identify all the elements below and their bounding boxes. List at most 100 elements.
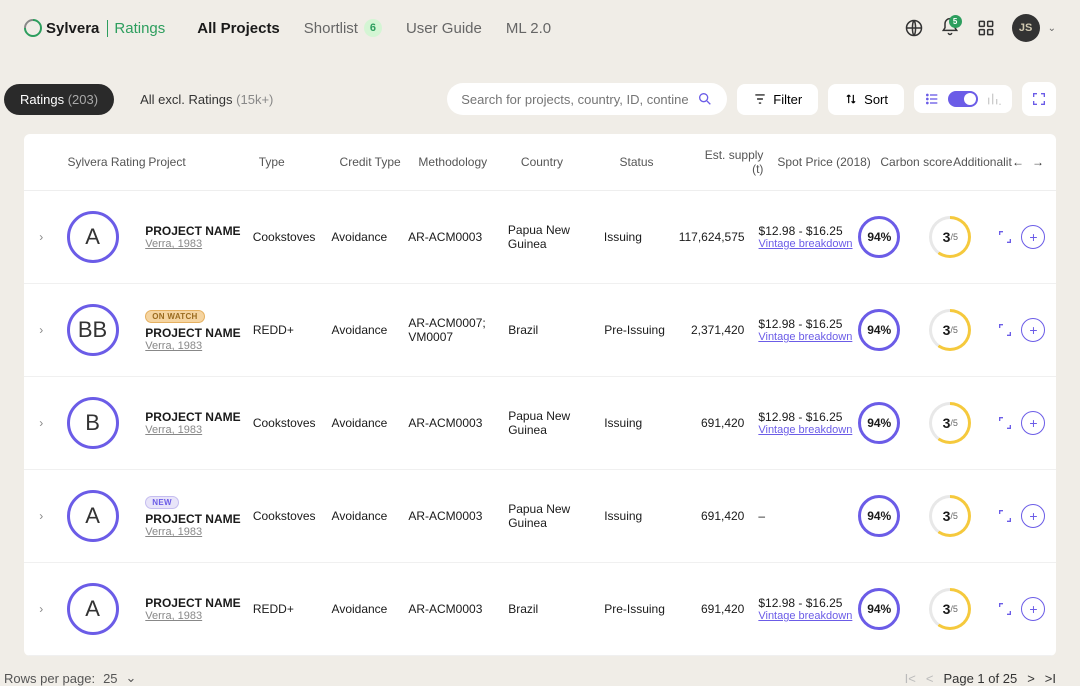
vintage-link[interactable]: Vintage breakdown bbox=[758, 331, 858, 343]
rating-badge: BB bbox=[67, 304, 119, 356]
cell-method: AR-ACM0007; VM0007 bbox=[408, 316, 508, 344]
add-button[interactable]: + bbox=[1021, 225, 1045, 249]
project-name[interactable]: PROJECT NAME bbox=[145, 410, 253, 424]
project-name[interactable]: PROJECT NAME bbox=[145, 512, 253, 526]
vintage-link[interactable]: Vintage breakdown bbox=[759, 238, 859, 250]
list-icon[interactable] bbox=[924, 91, 940, 107]
add-button[interactable]: + bbox=[1021, 597, 1045, 621]
add-button[interactable]: + bbox=[1021, 411, 1045, 435]
expand-icon bbox=[1031, 91, 1047, 107]
scroll-right-icon[interactable]: → bbox=[1032, 155, 1044, 169]
carbon-score-ring: 94% bbox=[858, 588, 900, 630]
expand-row-icon[interactable]: › bbox=[24, 230, 59, 244]
expand-row-icon[interactable]: › bbox=[24, 416, 59, 430]
rpp-value: 25 bbox=[103, 671, 117, 686]
view-options bbox=[914, 85, 1012, 113]
project-name[interactable]: PROJECT NAME bbox=[145, 596, 253, 610]
nav-badge: 6 bbox=[364, 19, 382, 37]
rating-badge: B bbox=[67, 397, 119, 449]
nav-link[interactable]: Shortlist6 bbox=[304, 19, 382, 37]
logo[interactable]: Sylvera Ratings bbox=[24, 19, 165, 37]
cell-supply: 2,371,420 bbox=[679, 323, 758, 337]
logo-product: Ratings bbox=[107, 20, 165, 37]
compare-icon[interactable] bbox=[997, 415, 1013, 431]
notifications-button[interactable]: 5 bbox=[940, 17, 960, 40]
nav-link[interactable]: All Projects bbox=[197, 19, 280, 37]
compare-icon[interactable] bbox=[997, 229, 1013, 245]
cell-status: Pre-Issuing bbox=[604, 602, 679, 616]
compare-icon[interactable] bbox=[997, 322, 1013, 338]
project-name[interactable]: PROJECT NAME bbox=[145, 326, 253, 340]
cell-supply: 117,624,575 bbox=[679, 230, 759, 244]
chart-icon[interactable] bbox=[986, 91, 1002, 107]
nav-link[interactable]: User Guide bbox=[406, 19, 482, 37]
view-toggle[interactable] bbox=[948, 91, 978, 107]
page-first-icon[interactable]: I< bbox=[905, 671, 916, 686]
scroll-left-icon[interactable]: ← bbox=[1012, 155, 1024, 169]
col-carbon[interactable]: Carbon score bbox=[880, 155, 953, 169]
col-addl[interactable]: Additionalit bbox=[953, 155, 1012, 169]
apps-icon[interactable] bbox=[976, 18, 996, 38]
avatar[interactable]: JS bbox=[1012, 14, 1040, 42]
search-input[interactable] bbox=[461, 92, 689, 107]
expand-row-icon[interactable]: › bbox=[24, 323, 59, 337]
project-name[interactable]: PROJECT NAME bbox=[145, 224, 252, 238]
cell-status: Pre-Issuing bbox=[604, 323, 679, 337]
col-method[interactable]: Methodology bbox=[418, 155, 521, 169]
additionality-ring: 3/5 bbox=[929, 495, 971, 537]
cell-type: REDD+ bbox=[253, 602, 332, 616]
vintage-link[interactable]: Vintage breakdown bbox=[758, 610, 858, 622]
tab-all-excl[interactable]: All excl. Ratings (15k+) bbox=[124, 84, 289, 115]
project-registry[interactable]: Verra, 1983 bbox=[145, 526, 253, 538]
col-rating[interactable]: Sylvera Rating bbox=[59, 155, 148, 169]
cell-country: Papua New Guinea bbox=[508, 409, 604, 437]
cell-type: Cookstoves bbox=[253, 509, 332, 523]
vintage-link[interactable]: Vintage breakdown bbox=[758, 424, 858, 436]
filter-button[interactable]: Filter bbox=[737, 84, 818, 115]
col-type[interactable]: Type bbox=[259, 155, 340, 169]
expand-button[interactable] bbox=[1022, 82, 1056, 116]
col-spot[interactable]: Spot Price (2018) bbox=[777, 155, 880, 169]
carbon-score-ring: 94% bbox=[858, 402, 900, 444]
cell-supply: 691,420 bbox=[679, 416, 758, 430]
page-text: Page 1 of 25 bbox=[943, 671, 1017, 686]
page-prev-icon[interactable]: < bbox=[926, 671, 934, 686]
project-registry[interactable]: Verra, 1983 bbox=[145, 424, 253, 436]
nav-link[interactable]: ML 2.0 bbox=[506, 19, 551, 37]
tab-label: Ratings bbox=[20, 92, 64, 107]
page-last-icon[interactable]: >I bbox=[1045, 671, 1056, 686]
add-button[interactable]: + bbox=[1021, 504, 1045, 528]
tab-ratings[interactable]: Ratings (203) bbox=[4, 84, 114, 115]
tab-label: All excl. Ratings bbox=[140, 92, 232, 107]
rpp-label: Rows per page: bbox=[4, 671, 95, 686]
project-registry[interactable]: Verra, 1983 bbox=[145, 238, 252, 250]
col-project[interactable]: Project bbox=[148, 155, 258, 169]
table-row: › A PROJECT NAME Verra, 1983 REDD+ Avoid… bbox=[24, 563, 1056, 656]
rows-per-page[interactable]: Rows per page: 25 ⌄ bbox=[4, 670, 136, 686]
expand-row-icon[interactable]: › bbox=[24, 509, 59, 523]
add-button[interactable]: + bbox=[1021, 318, 1045, 342]
sort-button[interactable]: Sort bbox=[828, 84, 904, 115]
rating-badge: A bbox=[67, 211, 119, 263]
col-country[interactable]: Country bbox=[521, 155, 620, 169]
col-status[interactable]: Status bbox=[620, 155, 697, 169]
project-registry[interactable]: Verra, 1983 bbox=[145, 340, 253, 352]
cell-method: AR-ACM0003 bbox=[408, 509, 508, 523]
avatar-chevron-icon[interactable]: ⌄ bbox=[1048, 23, 1056, 34]
additionality-ring: 3/5 bbox=[929, 402, 971, 444]
compare-icon[interactable] bbox=[997, 601, 1013, 617]
cell-method: AR-ACM0003 bbox=[408, 230, 508, 244]
carbon-score-ring: 94% bbox=[858, 309, 900, 351]
spot-price: $12.98 - $16.25 bbox=[758, 596, 858, 610]
page-next-icon[interactable]: > bbox=[1027, 671, 1035, 686]
cell-supply: 691,420 bbox=[679, 509, 758, 523]
col-credit[interactable]: Credit Type bbox=[340, 155, 419, 169]
col-supply[interactable]: Est. supply (t) bbox=[696, 148, 777, 176]
cell-status: Issuing bbox=[604, 509, 679, 523]
globe-icon[interactable] bbox=[904, 18, 924, 38]
notification-badge: 5 bbox=[949, 15, 962, 28]
compare-icon[interactable] bbox=[997, 508, 1013, 524]
search-box[interactable] bbox=[447, 83, 727, 115]
project-registry[interactable]: Verra, 1983 bbox=[145, 610, 253, 622]
expand-row-icon[interactable]: › bbox=[24, 602, 59, 616]
